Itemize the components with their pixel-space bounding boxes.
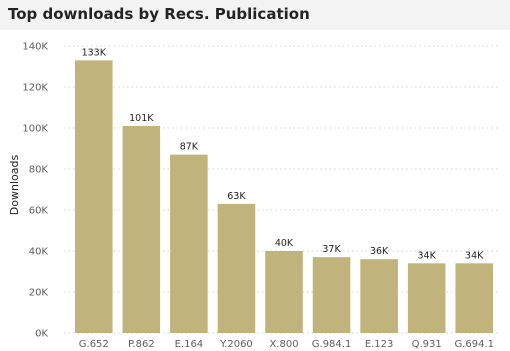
chart-title: Top downloads by Recs. Publication — [8, 5, 310, 23]
bars — [74, 60, 494, 333]
x-tick-label: Q.931 — [412, 339, 442, 350]
bar — [360, 259, 398, 333]
bar — [407, 263, 446, 333]
data-label: 36K — [370, 246, 389, 257]
data-label: 34K — [465, 250, 484, 261]
bar — [122, 125, 161, 333]
x-tick-label: G.984.1 — [312, 339, 352, 350]
y-tick-label: 80K — [29, 165, 49, 176]
bar — [170, 154, 208, 333]
data-label: 101K — [129, 113, 154, 124]
y-tick-label: 60K — [29, 206, 49, 217]
x-tick-label: E.164 — [175, 339, 204, 350]
bar — [455, 263, 494, 333]
y-tick-label: 0K — [35, 329, 48, 340]
y-tick-label: 20K — [29, 288, 49, 299]
y-axis-title: Downloads — [8, 155, 21, 216]
data-label: 37K — [322, 244, 341, 255]
y-axis-ticks: 0K 20K 40K 60K 80K 100K 120K 140K — [22, 42, 48, 340]
y-tick-label: 40K — [29, 247, 49, 258]
bar — [265, 251, 303, 333]
data-label: 133K — [82, 47, 107, 58]
x-tick-label: G.694.1 — [454, 339, 494, 350]
y-tick-label: 140K — [22, 42, 48, 53]
y-tick-label: 120K — [22, 83, 48, 94]
bar — [217, 203, 256, 333]
x-tick-label: P.862 — [128, 339, 155, 350]
data-label: 40K — [275, 238, 294, 249]
data-label: 87K — [180, 142, 199, 153]
x-axis-ticks: G.652 P.862 E.164 Y.2060 X.800 G.984.1 E.123 Q.… — [79, 339, 494, 350]
y-tick-label: 100K — [22, 124, 48, 135]
title-bar: Top downloads by Recs. Publication — [0, 0, 510, 30]
data-label: 63K — [227, 191, 246, 202]
data-labels: 133K 101K 87K 63K 40K 37K 36K 34K 34K — [82, 47, 485, 261]
bar — [312, 257, 351, 333]
x-tick-label: E.123 — [365, 339, 394, 350]
bar — [74, 60, 113, 333]
data-label: 34K — [418, 250, 437, 261]
x-tick-label: G.652 — [79, 339, 109, 350]
x-tick-label: Y.2060 — [219, 339, 253, 350]
x-tick-label: X.800 — [269, 339, 298, 350]
